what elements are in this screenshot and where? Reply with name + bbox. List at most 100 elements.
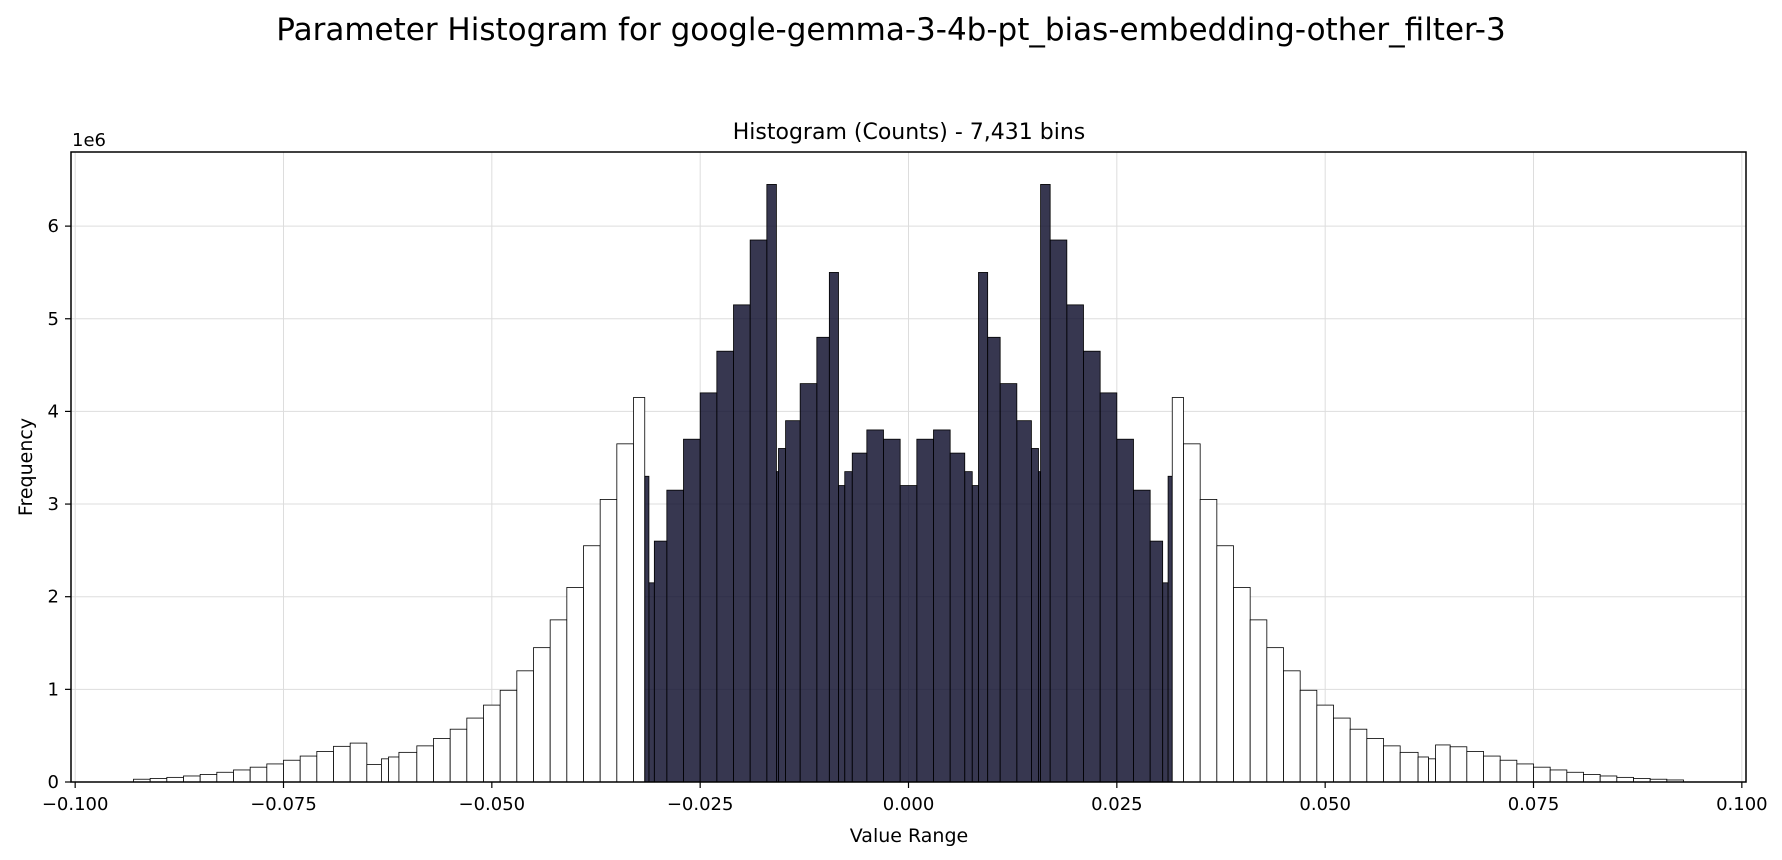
histogram-bar bbox=[283, 759, 301, 783]
histogram-bar bbox=[566, 587, 584, 783]
y-tick-label: 6 bbox=[48, 216, 59, 237]
histogram-bar bbox=[316, 751, 334, 783]
histogram-bar bbox=[216, 771, 234, 783]
histogram-bar bbox=[1299, 689, 1318, 783]
histogram-bar bbox=[866, 429, 884, 783]
histogram-bar bbox=[978, 272, 989, 783]
histogram-bar bbox=[1249, 619, 1268, 783]
histogram-bar bbox=[183, 775, 201, 783]
histogram-bar bbox=[1233, 587, 1251, 783]
histogram-bar bbox=[816, 336, 830, 783]
histogram-bars bbox=[133, 184, 1684, 783]
histogram-bar bbox=[1549, 769, 1568, 783]
histogram-bar bbox=[933, 429, 951, 783]
histogram-bar bbox=[499, 689, 518, 783]
histogram-bar bbox=[199, 774, 218, 783]
histogram-bar bbox=[964, 471, 973, 783]
histogram-bar bbox=[851, 452, 868, 783]
x-axis-ticks: −0.100 −0.075 −0.050 −0.025 0.000 0.025 0.050 0… bbox=[42, 782, 1768, 815]
histogram-bar bbox=[1133, 489, 1151, 783]
histogram-bar bbox=[1383, 745, 1401, 783]
histogram-bar bbox=[1435, 744, 1451, 783]
histogram-bar bbox=[1162, 582, 1169, 783]
histogram-bar bbox=[233, 769, 251, 783]
histogram-bar bbox=[1083, 350, 1101, 783]
y-tick-label: 1 bbox=[48, 679, 59, 700]
histogram-bar bbox=[1428, 758, 1436, 783]
histogram-bar bbox=[648, 582, 655, 783]
y-tick-label: 4 bbox=[48, 401, 59, 422]
x-tick-label: 0.075 bbox=[1508, 794, 1560, 815]
histogram-bar bbox=[899, 485, 918, 783]
histogram-bar bbox=[1483, 755, 1501, 783]
histogram-bar bbox=[1449, 746, 1468, 783]
histogram-bar bbox=[333, 745, 351, 783]
x-tick-label: 0.000 bbox=[883, 794, 935, 815]
histogram-bar bbox=[616, 443, 634, 783]
histogram-bar bbox=[653, 540, 668, 783]
histogram-bar bbox=[433, 738, 451, 783]
y-tick-label: 2 bbox=[48, 587, 59, 608]
histogram-bar bbox=[1566, 771, 1584, 783]
histogram-bar bbox=[1199, 499, 1218, 783]
x-tick-label: −0.075 bbox=[250, 794, 317, 815]
x-tick-label: 0.100 bbox=[1716, 794, 1768, 815]
histogram-bar bbox=[916, 438, 934, 783]
histogram-bar bbox=[249, 766, 268, 783]
histogram-bar bbox=[644, 475, 650, 783]
histogram-bar bbox=[1283, 670, 1301, 783]
y-tick-label: 5 bbox=[48, 309, 59, 330]
histogram-bar bbox=[1583, 774, 1601, 783]
y-axis-offset-label: 1e6 bbox=[72, 130, 106, 151]
histogram-bar bbox=[1266, 647, 1284, 783]
histogram-bar bbox=[1316, 704, 1334, 783]
histogram-bar bbox=[733, 304, 751, 783]
histogram-bar bbox=[1066, 304, 1084, 783]
y-tick-label: 0 bbox=[48, 772, 59, 793]
histogram-bar bbox=[785, 420, 801, 783]
histogram-bar bbox=[666, 489, 684, 783]
histogram-bar bbox=[466, 717, 484, 783]
histogram-bar bbox=[1466, 751, 1484, 783]
histogram-bar bbox=[987, 336, 1001, 783]
x-axis-label: Value Range bbox=[850, 825, 968, 847]
histogram-bar bbox=[1599, 775, 1618, 783]
y-axis-label: Frequency bbox=[15, 418, 37, 516]
histogram-bar bbox=[1031, 448, 1039, 783]
histogram-bar bbox=[1366, 738, 1384, 783]
histogram-bar bbox=[1533, 766, 1551, 783]
histogram-bar bbox=[699, 392, 718, 783]
x-tick-label: −0.025 bbox=[667, 794, 734, 815]
histogram-bar bbox=[1216, 545, 1234, 783]
histogram-bar bbox=[749, 239, 768, 783]
histogram-bar bbox=[1149, 540, 1164, 783]
histogram-bar bbox=[1349, 728, 1368, 783]
histogram-bar bbox=[266, 763, 284, 783]
histogram-bar bbox=[416, 745, 434, 783]
histogram-bar bbox=[533, 647, 551, 783]
histogram-bar bbox=[583, 545, 601, 783]
histogram-bar bbox=[1183, 443, 1201, 783]
histogram-bar bbox=[483, 704, 501, 783]
histogram-bar bbox=[516, 670, 534, 783]
histogram-bar bbox=[398, 751, 418, 783]
histogram-bar bbox=[1049, 239, 1068, 783]
histogram-bar bbox=[633, 397, 646, 783]
chart-title: Parameter Histogram for google-gemma-3-4… bbox=[276, 12, 1505, 48]
histogram-bar bbox=[1333, 717, 1351, 783]
histogram-bar bbox=[366, 763, 382, 783]
histogram-bar bbox=[844, 471, 853, 783]
histogram-bar bbox=[766, 184, 777, 783]
histogram-bar bbox=[349, 742, 368, 783]
histogram-bar bbox=[883, 438, 901, 783]
x-tick-label: 0.025 bbox=[1091, 794, 1143, 815]
histogram-bar bbox=[1499, 759, 1518, 783]
histogram-bar bbox=[1399, 751, 1419, 783]
histogram-bar bbox=[299, 755, 318, 783]
histogram-bar bbox=[449, 728, 468, 783]
histogram-bar bbox=[778, 448, 786, 783]
histogram-bar bbox=[799, 383, 818, 783]
x-tick-label: −0.100 bbox=[42, 794, 109, 815]
histogram-bar bbox=[1417, 756, 1429, 783]
histogram-bar bbox=[838, 485, 846, 783]
